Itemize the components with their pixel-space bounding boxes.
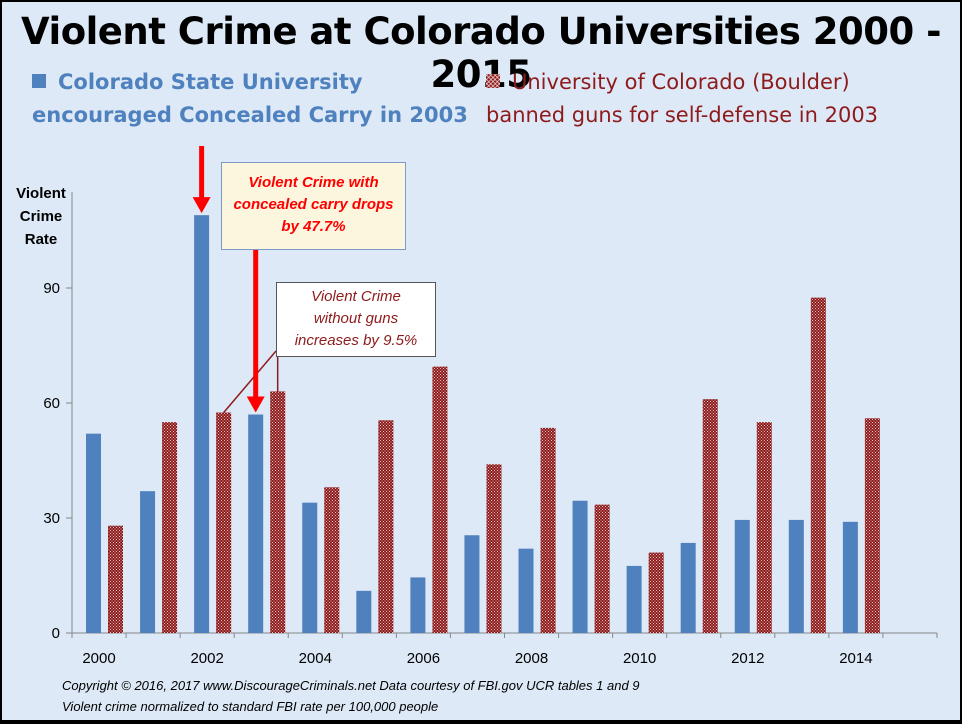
bar-csu-2012	[734, 519, 750, 633]
bar-csu-2011	[680, 542, 696, 633]
bar-csu-2009	[572, 500, 588, 633]
x-tick-label: 2000	[82, 650, 115, 667]
legend-swatch-csu	[32, 74, 46, 88]
bar-cu-2007	[486, 464, 502, 633]
legend-cu-line1: University of Colorado (Boulder)	[512, 70, 850, 94]
x-tick-label: 2014	[839, 650, 872, 667]
bar-csu-2013	[788, 519, 804, 633]
bar-csu-2007	[464, 535, 480, 633]
bar-csu-2002	[194, 215, 210, 633]
bar-cu-2005	[378, 420, 394, 633]
y-axis-label: Violent Crime Rate	[6, 182, 76, 251]
bar-csu-2006	[410, 577, 426, 633]
x-tick-label: 2008	[515, 650, 548, 667]
bar-csu-2014	[842, 521, 858, 633]
arrow-2002-icon	[192, 146, 211, 214]
legend-csu-line1: Colorado State University	[58, 70, 363, 94]
bar-cu-2012	[756, 422, 772, 633]
tick-labels: 0 30 60 90 2000 2002 2004 2006 2008 2010 2012 2014	[43, 280, 872, 667]
bar-cu-2010	[648, 552, 664, 633]
bar-cu-2002	[216, 412, 232, 633]
bar-csu-2010	[626, 565, 642, 633]
bar-cu-2013	[810, 297, 826, 633]
legend-csu-line2: encouraged Concealed Carry in 2003	[32, 103, 468, 127]
bar-csu-2004	[302, 502, 318, 633]
y-axis-label-line3: Rate	[24, 231, 58, 248]
y-tick-label: 90	[43, 280, 60, 297]
legend-cu-line2: banned guns for self-defense in 2003	[486, 103, 879, 127]
annotation-csu: Violent Crime with concealed carry drops…	[221, 162, 406, 250]
y-tick-label: 60	[43, 395, 60, 412]
y-axis-label-line2: Crime	[19, 208, 63, 225]
bar-cu-2001	[162, 422, 178, 633]
x-tick-label: 2006	[407, 650, 440, 667]
bars	[86, 215, 880, 633]
bar-cu-2003	[270, 391, 286, 633]
bar-cu-2004	[324, 487, 340, 633]
bar-cu-2014	[864, 418, 880, 633]
bar-csu-2005	[356, 590, 372, 633]
annotation-cu: Violent Crime without guns increases by …	[276, 282, 436, 357]
connector-line	[223, 350, 277, 414]
x-tick-label: 2010	[623, 650, 656, 667]
legend-swatch-cu	[486, 74, 500, 88]
bar-cu-2006	[432, 366, 448, 633]
legend-entry-csu: Colorado State University encouraged Con…	[32, 66, 468, 132]
annotation-cu-line3: increases by 9.5%	[294, 332, 418, 349]
bar-csu-2001	[140, 491, 156, 633]
footer-copyright: Copyright © 2016, 2017 www.DiscourageCri…	[62, 678, 640, 693]
bar-cu-2008	[540, 427, 556, 633]
bar-csu-2008	[518, 548, 534, 633]
bar-cu-2011	[702, 399, 718, 633]
annotation-csu-line3: by 47.7%	[281, 218, 346, 235]
arrow-head	[192, 197, 211, 214]
x-tick-label: 2002	[190, 650, 223, 667]
annotation-cu-line2: without guns	[313, 310, 399, 327]
arrow-2003-icon	[246, 250, 265, 413]
x-tick-label: 2012	[731, 650, 764, 667]
arrows	[192, 146, 279, 414]
footer-note: Violent crime normalized to standard FBI…	[62, 699, 439, 714]
arrow-shaft	[199, 146, 205, 200]
arrow-shaft	[253, 250, 259, 399]
y-tick-label: 30	[43, 510, 60, 527]
annotation-csu-line1: Violent Crime with	[248, 174, 379, 191]
y-tick-label: 0	[52, 625, 60, 642]
bar-cu-2000	[108, 525, 123, 633]
annotation-cu-line1: Violent Crime	[311, 288, 401, 305]
chart-title: Violent Crime at Colorado Universities 2…	[21, 10, 941, 96]
arrow-head	[246, 396, 265, 413]
bar-cu-2009	[594, 504, 610, 633]
bar-csu-2003	[248, 414, 264, 633]
legend-entry-cu: University of Colorado (Boulder) banned …	[486, 66, 878, 132]
annotation-csu-line2: concealed carry drops	[233, 196, 394, 213]
y-axis-label-line1: Violent	[16, 185, 66, 202]
x-tick-label: 2004	[299, 650, 332, 667]
bar-csu-2000	[86, 433, 101, 633]
